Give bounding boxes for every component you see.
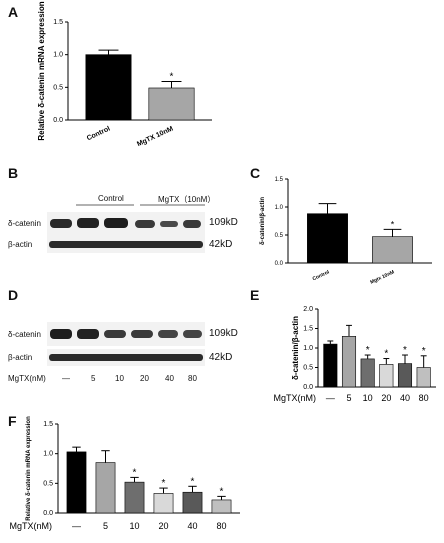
category-label: 10 [363, 393, 373, 403]
category-label: — [72, 521, 81, 531]
blot-d-lane-label: — [62, 374, 70, 383]
y-tick-label: 0.5 [275, 233, 284, 239]
blot-d-lane-label: 40 [165, 374, 174, 383]
significance-marker: * [162, 478, 166, 489]
panel-letter-a: A [8, 4, 19, 20]
category-label: 10 [129, 521, 139, 531]
significance-marker: * [220, 486, 224, 497]
y-axis-label: δ-catenin/β-actin [291, 316, 300, 380]
bar [148, 87, 195, 121]
blot-d-lane-label: 5 [91, 374, 96, 383]
bar [124, 481, 145, 514]
blot-b-kd-actin: 42kD [209, 239, 233, 250]
chart-f: 0.0 0.5 1.0 1.5 Relative δ-catenin mRNA expr… [10, 416, 240, 531]
y-tick-label: 1.0 [43, 451, 53, 458]
category-label: — [326, 393, 335, 403]
bar [360, 358, 375, 388]
bar [379, 364, 394, 388]
blot-b-group-lines [76, 204, 205, 206]
blot-b-band-row-actin [47, 236, 205, 253]
blot-d-bands-catenin [50, 329, 202, 339]
bar [416, 367, 431, 388]
y-axis-label: Relative δ-catenin mRNA expression [37, 1, 46, 140]
category-label: 80 [419, 393, 429, 403]
significance-marker: * [170, 71, 174, 82]
y-tick-label: 1.0 [275, 205, 284, 211]
y-tick-label: 1.5 [53, 19, 63, 26]
y-tick-label: 1.5 [43, 421, 53, 428]
bar [307, 213, 348, 264]
bar [153, 493, 174, 514]
significance-marker: * [403, 345, 407, 356]
blot-b-group-label-control: Control [98, 194, 124, 203]
y-axis-label: δ-catenin/β-actin [260, 197, 266, 245]
bar [397, 363, 413, 388]
chart-a: 0.0 0.5 1.0 1.5 Relative δ-catenin mRNA expr… [37, 1, 212, 148]
y-tick-label: 0.0 [53, 117, 63, 124]
y-tick-label: 2.0 [303, 306, 313, 313]
blot-d-lane-label: 10 [115, 374, 124, 383]
bar [182, 491, 203, 514]
bar [211, 499, 232, 514]
x-axis-title: MgTX(nM) [10, 521, 53, 531]
blot-b-band-row-catenin [47, 212, 205, 236]
blot-d-bands-actin [49, 354, 203, 361]
significance-marker: * [422, 346, 426, 357]
category-label: 5 [346, 393, 351, 403]
significance-marker: * [191, 476, 195, 487]
bar [372, 236, 413, 264]
y-tick-label: 0.0 [275, 261, 284, 267]
y-axis-label: Relative δ-catenin mRNA expression [26, 416, 32, 521]
bar [66, 451, 87, 514]
y-tick-label: 0.5 [53, 84, 63, 91]
blot-b-row-label-actin: β-actin [8, 240, 33, 249]
y-tick-label: 0.0 [303, 384, 313, 391]
category-label: 20 [158, 521, 168, 531]
blot-d-kd-catenin: 109kD [209, 328, 238, 339]
panel-letter-e: E [250, 287, 260, 303]
x-axis-title: MgTX(nM) [274, 393, 317, 403]
blot-b-group-label-mgtx: MgTX（10nM） [158, 195, 216, 204]
category-label: 40 [400, 393, 410, 403]
category-label: Mgtx 10nM [369, 269, 395, 285]
chart-c: 0.0 0.5 1.0 1.5 δ-catenin/β-actin Control * Mgt… [260, 177, 432, 286]
bar [323, 343, 338, 388]
y-tick-label: 1.0 [303, 345, 313, 352]
chart-e: 0.0 0.5 1.0 1.5 2.0δ-catenin/β-actin — 5 * 10 * 20… [274, 306, 436, 403]
category-label: 20 [381, 393, 391, 403]
bar [95, 462, 116, 514]
bar [341, 335, 357, 388]
blot-b-bands-catenin [50, 218, 201, 228]
y-tick-label: 1.5 [303, 326, 313, 333]
y-tick-label: 1.0 [53, 52, 63, 59]
significance-marker: * [366, 345, 370, 356]
category-label: 5 [103, 521, 108, 531]
bar [85, 54, 132, 121]
blot-d-kd-actin: 42kD [209, 352, 233, 363]
panel-letter-c: C [250, 165, 261, 181]
y-tick-label: 0.0 [43, 510, 53, 517]
blot-d-band-row-catenin [47, 322, 205, 346]
blot-d-lane-label: 20 [140, 374, 149, 383]
category-label: Control [312, 269, 331, 282]
category-label: 40 [187, 521, 197, 531]
blot-d-band-row-actin [47, 349, 205, 366]
y-tick-label: 0.5 [303, 365, 313, 372]
blot-d-lane-label: 80 [188, 374, 197, 383]
panel-letter-d: D [8, 287, 19, 303]
y-tick-label: 0.5 [43, 480, 53, 487]
blot-b-bands-actin [49, 241, 203, 248]
panel-letter-f: F [8, 413, 17, 429]
blot-b-row-label-catenin: δ-catenin [8, 219, 41, 228]
blot-d-row-label-actin: β-actin [8, 353, 33, 362]
blot-b-kd-catenin: 109kD [209, 217, 238, 228]
significance-marker: * [384, 349, 388, 360]
blot-d-row-label-catenin: δ-catenin [8, 330, 41, 339]
significance-marker: * [133, 467, 137, 478]
panel-letter-b: B [8, 165, 19, 181]
significance-marker: * [391, 219, 395, 229]
blot-d-xtitle: MgTX(nM) [8, 374, 46, 383]
category-label: 80 [216, 521, 226, 531]
y-tick-label: 1.5 [275, 177, 284, 183]
